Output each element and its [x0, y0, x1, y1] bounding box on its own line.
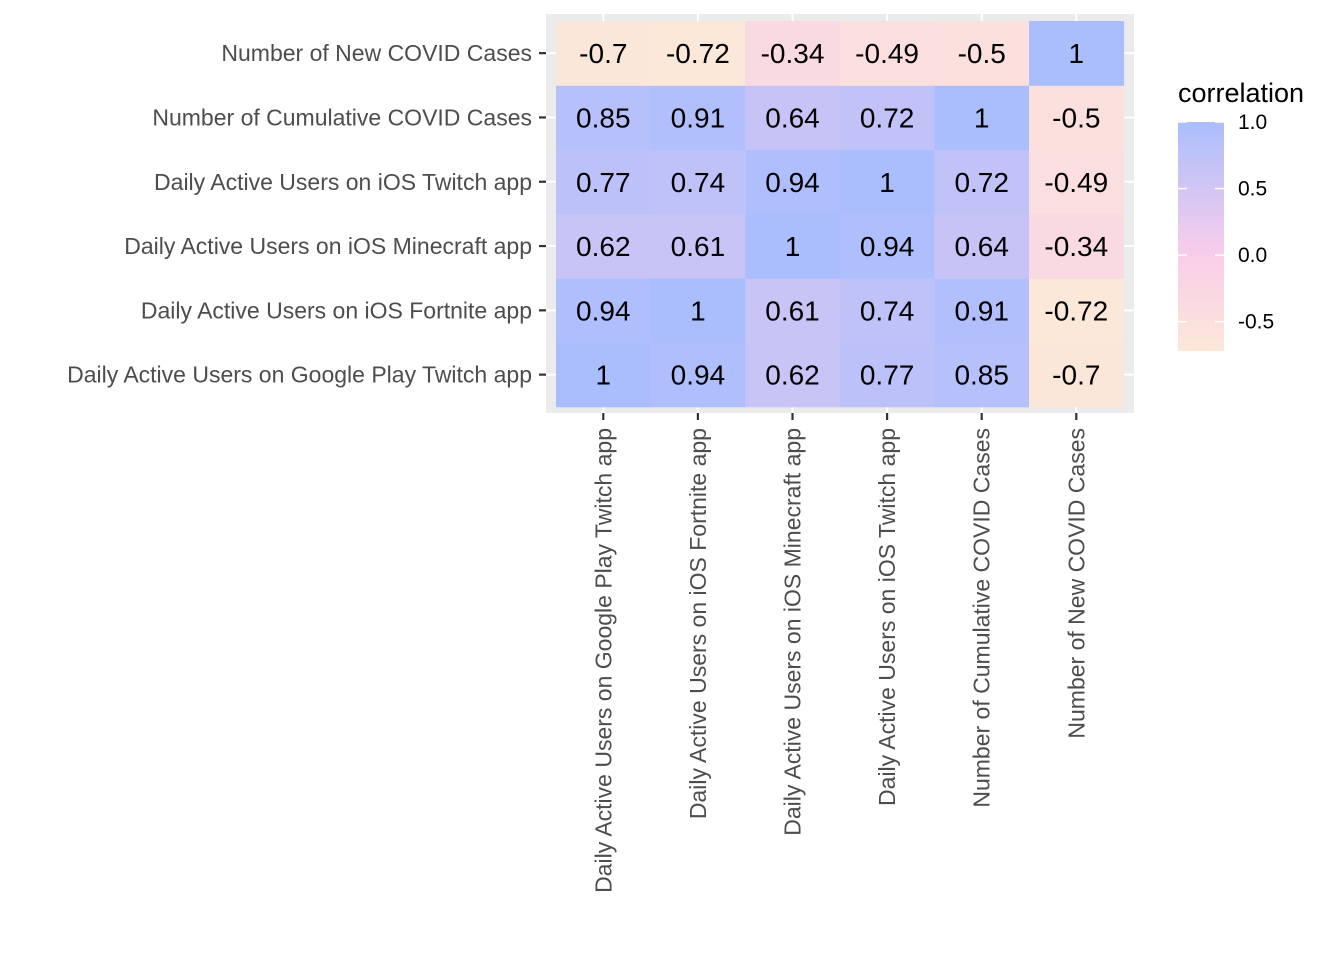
heatmap-cell — [650, 85, 746, 151]
cell-value-label: 0.62 — [576, 231, 631, 262]
heatmap-cell — [1029, 21, 1125, 86]
y-tick-label-daily-active-users-on-google-play-twitch-app: Daily Active Users on Google Play Twitch… — [67, 362, 532, 388]
cell-value-label: 0.74 — [671, 167, 726, 198]
y-tick-label-number-of-new-covid-cases: Number of New COVID Cases — [221, 40, 532, 66]
cell-value-label: 0.91 — [954, 295, 1009, 326]
heatmap-cell — [556, 149, 652, 215]
heatmap-cell — [556, 21, 652, 86]
heatmap-cell — [556, 85, 652, 151]
heatmap-cell — [556, 342, 652, 408]
heatmap-cell — [745, 213, 841, 279]
heatmap-cell — [934, 149, 1030, 215]
cell-value-label: 0.91 — [671, 102, 726, 133]
heatmap-cell — [934, 278, 1030, 343]
cell-value-label: 0.61 — [671, 231, 726, 262]
cell-value-label: 1 — [785, 231, 801, 262]
cell-value-label: -0.72 — [1044, 295, 1108, 326]
heatmap-cell — [745, 278, 841, 343]
cell-value-label: -0.49 — [855, 38, 919, 69]
x-tick-label-daily-active-users-on-ios-minecraft-app: Daily Active Users on iOS Minecraft app — [780, 428, 806, 836]
x-tick-label-number-of-cumulative-covid-cases: Number of Cumulative COVID Cases — [969, 428, 995, 808]
legend-tick-label: 0.5 — [1238, 178, 1267, 201]
x-tick-label-daily-active-users-on-ios-fortnite-app: Daily Active Users on iOS Fortnite app — [685, 428, 711, 819]
heatmap-cell — [650, 213, 746, 279]
cell-value-label: 1 — [879, 167, 895, 198]
legend-tick-label: 0.0 — [1238, 244, 1267, 267]
cell-value-label: 1 — [690, 295, 706, 326]
cell-value-label: 0.77 — [860, 360, 915, 391]
cell-value-label: -0.34 — [1044, 231, 1108, 262]
heatmap-cell — [745, 342, 841, 408]
x-axis: Daily Active Users on Google Play Twitch… — [590, 413, 1089, 893]
cell-value-label: 0.72 — [860, 102, 915, 133]
cell-value-label: 0.85 — [576, 102, 631, 133]
cell-value-label: -0.7 — [579, 38, 627, 69]
heatmap-cell — [1029, 213, 1125, 279]
cell-value-label: 0.94 — [765, 167, 820, 198]
heatmap-cell — [1029, 149, 1125, 215]
cell-value-label: 1 — [974, 102, 990, 133]
heatmap-cell — [839, 85, 935, 151]
heatmap-cell — [745, 85, 841, 151]
heatmap-cell — [650, 149, 746, 215]
cell-value-label: -0.7 — [1052, 360, 1100, 391]
y-axis: Daily Active Users on Google Play Twitch… — [67, 40, 546, 388]
cell-value-label: -0.72 — [666, 38, 730, 69]
heatmap-cell — [650, 21, 746, 86]
heatmap-cell — [934, 85, 1030, 151]
heatmap-cell — [556, 213, 652, 279]
cell-value-label: 0.74 — [860, 295, 915, 326]
x-tick-label-number-of-new-covid-cases: Number of New COVID Cases — [1063, 428, 1089, 739]
cell-value-label: -0.5 — [1052, 102, 1100, 133]
heatmap-cell — [839, 278, 935, 343]
heatmap-cell — [556, 278, 652, 343]
heatmap-cell — [1029, 342, 1125, 408]
cell-value-label: 0.62 — [765, 360, 820, 391]
x-tick-label-daily-active-users-on-google-play-twitch-app: Daily Active Users on Google Play Twitch… — [590, 428, 616, 893]
y-tick-label-daily-active-users-on-ios-fortnite-app: Daily Active Users on iOS Fortnite app — [141, 297, 532, 323]
cell-value-labels: 1 0.94 0.62 0.77 0.85 -0.7 0.94 1 0.61 0.74 0.91 -0… — [576, 38, 1108, 391]
legend-ticks: 1.0 0.5 0.0 -0.5 — [1178, 111, 1274, 334]
heatmap-cell — [745, 21, 841, 86]
heatmap-cell — [839, 21, 935, 86]
cell-value-label: 0.94 — [860, 231, 915, 262]
heatmap-cell — [1029, 278, 1125, 343]
heatmap-cell — [934, 342, 1030, 408]
cell-value-label: 0.94 — [671, 360, 726, 391]
heatmap-cell — [934, 21, 1030, 86]
cell-value-label: 1 — [596, 360, 612, 391]
cell-value-label: 1 — [1069, 38, 1085, 69]
cell-value-label: -0.5 — [958, 38, 1006, 69]
y-tick-label-number-of-cumulative-covid-cases: Number of Cumulative COVID Cases — [152, 104, 532, 130]
legend-colorbar — [1178, 122, 1224, 351]
heatmap-cell — [1029, 85, 1125, 151]
heatmap-cell — [839, 342, 935, 408]
x-tick-label-daily-active-users-on-ios-twitch-app: Daily Active Users on iOS Twitch app — [874, 428, 900, 806]
legend-title: correlation — [1178, 78, 1304, 108]
heatmap-cells — [556, 21, 1125, 408]
heatmap-cell — [839, 213, 935, 279]
heatmap-cell — [934, 213, 1030, 279]
cell-value-label: 0.61 — [765, 295, 820, 326]
cell-value-label: 0.77 — [576, 167, 631, 198]
cell-value-label: 0.64 — [765, 102, 820, 133]
legend-tick-label: 1.0 — [1238, 111, 1267, 134]
cell-value-label: 0.64 — [954, 231, 1009, 262]
heatmap-cell — [745, 149, 841, 215]
cell-value-label: 0.94 — [576, 295, 631, 326]
heatmap-cell — [650, 278, 746, 343]
y-tick-label-daily-active-users-on-ios-twitch-app: Daily Active Users on iOS Twitch app — [154, 169, 532, 195]
cell-value-label: -0.49 — [1044, 167, 1108, 198]
heatmap-cell — [839, 149, 935, 215]
cell-value-label: 0.72 — [954, 167, 1009, 198]
legend-tick-label: -0.5 — [1238, 311, 1274, 334]
legend: correlation 1.0 0.5 0.0 -0.5 — [1178, 78, 1304, 351]
cell-value-label: -0.34 — [761, 38, 825, 69]
y-tick-label-daily-active-users-on-ios-minecraft-app: Daily Active Users on iOS Minecraft app — [124, 233, 532, 259]
heatmap-cell — [650, 342, 746, 408]
cell-value-label: 0.85 — [954, 360, 1009, 391]
